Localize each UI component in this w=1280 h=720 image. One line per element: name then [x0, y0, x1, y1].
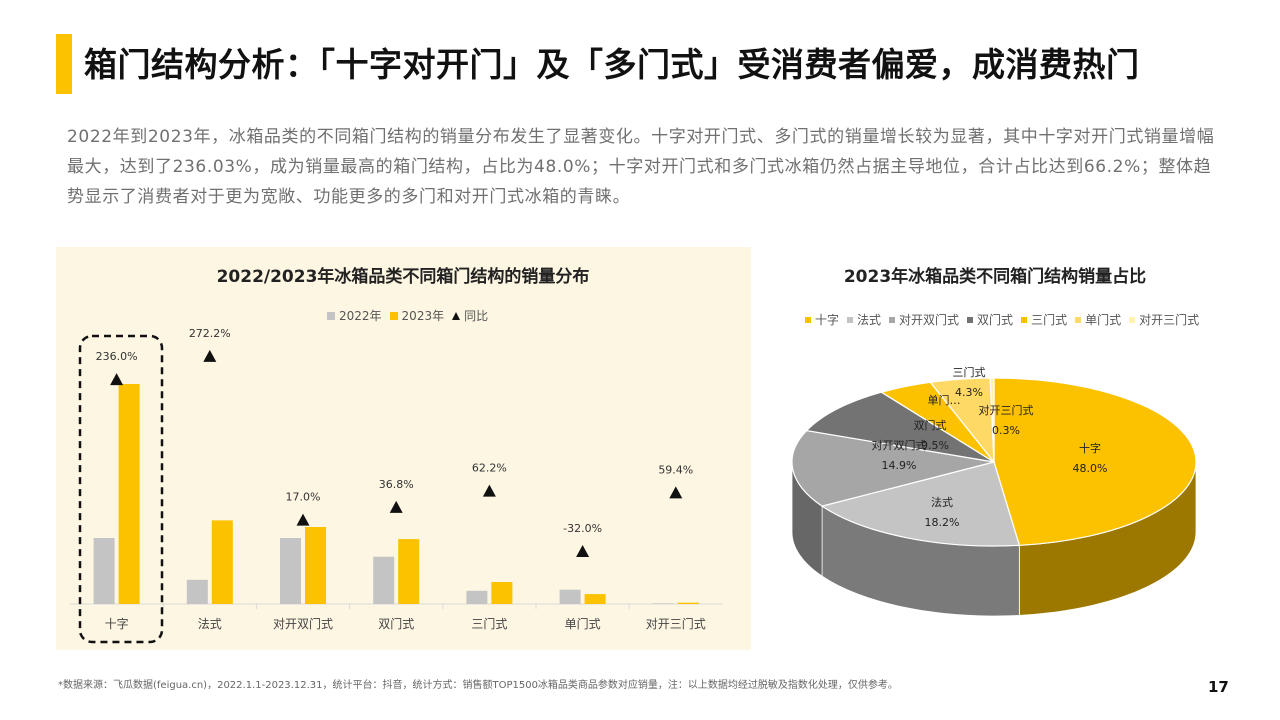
pie-legend-label-2: 对开双门式 [899, 313, 960, 327]
pie-label-pct-1: 18.2% [925, 516, 960, 529]
pie-labels: 十字 48.0% 法式 18.2% 对开双门式 14.9% 双门式 9.5% 三门式 4.3%单门… [872, 365, 1108, 529]
pie-legend-label-3: 双门式 [977, 313, 1014, 327]
legend-label-2023: 2023年 [401, 309, 445, 323]
pie-legend-label-0: 十字 [815, 313, 840, 327]
pie-slice-0 [993, 377, 1197, 546]
pie-label-name-5: 单门… [928, 393, 961, 407]
pie-side-2 [791, 461, 823, 577]
pie-label-name-3: 双门式 [914, 418, 947, 432]
pie-side-0 [1018, 461, 1197, 616]
pie-legend-label-6: 对开三门式 [1139, 313, 1200, 327]
pie-label-name-4: 三门式 [953, 365, 986, 379]
pie-label-name-0: 十字 [1079, 441, 1101, 455]
pie-legend-item-5: 单门式 [1075, 311, 1121, 328]
pie-slice-3 [805, 391, 995, 463]
pie-sides [791, 461, 1197, 617]
footnote: *数据来源：飞瓜数据(feigua.cn)，2022.1.1-2023.12.3… [58, 680, 898, 691]
pie-legend-swatch-3 [967, 316, 974, 323]
pie-legend-swatch-2 [889, 316, 896, 323]
page-title: 箱门结构分析：「十字对开门」及「多门式」受消费者偏爱，成消费热门 [84, 45, 1140, 84]
bar-chart-title: 2022/2023年冰箱品类不同箱门结构的销量分布 [216, 267, 590, 287]
pie-label-pct-6: 0.3% [992, 424, 1020, 437]
pie-label-pct-2: 14.9% [882, 459, 917, 472]
page-description: 2022年到2023年，冰箱品类的不同箱门结构的销量分布发生了显著变化。十字对开… [67, 127, 1215, 207]
legend-swatch-2023 [389, 311, 398, 320]
pie-slice-1 [820, 461, 1021, 547]
pie-legend-label-4: 三门式 [1031, 313, 1068, 327]
pie-label-pct-0: 48.0% [1073, 462, 1108, 475]
pie-legend-swatch-1 [847, 316, 854, 323]
pie-chart-title: 2023年冰箱品类不同箱门结构销量占比 [843, 267, 1147, 287]
pie-label-name-1: 法式 [931, 495, 953, 509]
pie-legend-swatch-5 [1075, 316, 1082, 323]
pie-side-1 [821, 505, 1020, 617]
title-accent-bar [56, 34, 72, 94]
pie-chart-legend: 十字 法式 对开双门式 双门式 三门式 单门式 对开三门式 [805, 311, 1207, 328]
pie-legend-label-5: 单门式 [1085, 313, 1122, 327]
pie-legend-label-1: 法式 [857, 313, 882, 327]
pie-label-pct-3: 9.5% [921, 439, 949, 452]
pie-legend-item-6: 对开三门式 [1129, 311, 1199, 328]
bar-chart-legend: 2022年 2023年 同比 [327, 307, 496, 324]
legend-label-2022: 2022年 [339, 309, 382, 323]
pie-legend-swatch-0 [805, 316, 811, 323]
legend-label-yoy: 同比 [464, 309, 489, 323]
pie-legend-item-0: 十字 [805, 311, 839, 328]
pie-legend-item-3: 双门式 [967, 311, 1013, 328]
legend-item-2022: 2022年 [327, 307, 382, 324]
triangle-icon [452, 311, 461, 320]
pie-label-pct-4: 4.3% [955, 386, 983, 399]
pie-slice-5 [929, 377, 995, 464]
pie-label-name-6: 对开三门式 [979, 403, 1034, 417]
legend-swatch-2022 [327, 311, 335, 320]
pie-slice-2 [791, 429, 995, 507]
pie-tops [791, 377, 1197, 547]
pie-label-name-2: 对开双门式 [872, 438, 927, 452]
pie-legend-swatch-6 [1129, 316, 1136, 323]
legend-item-2023: 2023年 [389, 307, 445, 324]
pie-slice-4 [880, 381, 995, 463]
pie-legend-item-2: 对开双门式 [889, 311, 959, 328]
pie-legend-item-4: 三门式 [1021, 311, 1067, 328]
page-number: 17 [1208, 678, 1229, 696]
pie-legend-swatch-4 [1021, 316, 1028, 323]
legend-item-yoy: 同比 [452, 307, 488, 324]
pie-legend-item-1: 法式 [847, 311, 881, 328]
pie-slice-6 [989, 377, 995, 463]
